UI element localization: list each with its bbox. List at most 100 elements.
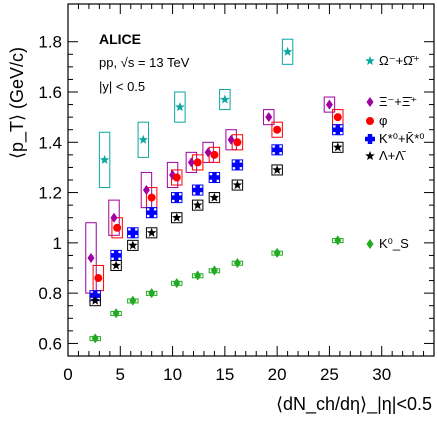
marker-series-0 [220,94,230,104]
y-tick-label: 1.2 [38,184,62,203]
marker-series-3 [209,172,220,183]
marker-series-2 [147,193,156,202]
y-tick-label: 1.6 [38,83,62,102]
marker-series-3 [111,250,122,261]
x-tick-label: 20 [268,365,287,384]
y-axis-title: ⟨p_T⟩ (GeV/c) [7,47,28,159]
marker-series-5 [112,308,120,319]
marker-series-2 [113,223,122,232]
x-axis: 0 5 10 15 20 25 30 [63,4,425,384]
sys-box-series-2 [271,121,283,138]
x-tick-label: 25 [320,365,339,384]
data-markers [87,46,343,344]
marker-series-3 [171,192,182,203]
marker-series-3 [127,227,138,238]
sys-box-series-0 [98,131,111,189]
legend: Ω⁻+Ω̄⁺ Ξ⁻+Ξ̄⁺ φ K*⁰+K̄*⁰ Λ+Λ̄ K⁰_S [365,53,424,251]
marker-series-3 [272,144,283,155]
x-axis-title: ⟨dN_ch/dη⟩_|η|<0.5 [276,394,432,415]
sys-box-series-1 [85,222,97,294]
marker-series-1 [187,157,195,168]
y-tick-label: 1.4 [38,133,62,152]
marker-series-4 [90,295,100,305]
marker-series-0 [282,46,293,56]
sys-box-series-4 [145,227,158,239]
marker-series-1 [87,252,95,263]
marker-series-2 [333,113,342,122]
x-tick-label: 0 [63,365,72,384]
marker-series-2 [94,274,103,283]
x-tick-label: 10 [163,365,182,384]
sys-box-series-3 [191,184,204,196]
legend-marker-5 [366,239,374,249]
sys-box-series-4 [271,164,283,176]
marker-series-1 [325,99,333,110]
legend-marker-0 [365,56,375,66]
marker-series-5 [210,265,218,276]
legend-label-4: Λ+Λ̄ [379,148,406,163]
legend-marker-4 [365,151,375,161]
marker-series-5 [334,235,342,246]
sys-box-series-3 [271,144,283,156]
sys-box-series-0 [137,121,150,158]
marker-series-4 [192,200,203,210]
legend-marker-1 [366,97,374,107]
x-tick-label: 15 [215,365,234,384]
marker-series-2 [172,173,181,182]
marker-series-5 [194,270,202,281]
marker-series-1 [204,147,212,158]
sys-box-series-3 [171,192,183,204]
sys-box-series-4 [332,141,344,153]
y-tick-label: 0.8 [38,284,62,303]
marker-series-5 [233,257,241,268]
marker-series-4 [146,227,157,237]
sys-box-series-1 [323,96,336,113]
y-tick-label: 1.8 [38,33,62,52]
marker-series-4 [172,212,182,222]
marker-series-2 [210,150,219,159]
sys-box-series-0 [219,88,231,111]
marker-series-4 [272,164,282,174]
marker-series-5 [91,333,99,344]
marker-series-4 [209,192,220,202]
marker-series-0 [175,102,185,112]
sys-box-series-4 [127,239,139,251]
marker-series-0 [138,134,149,144]
annotation-collision-system: pp, √s = 13 TeV [99,55,190,70]
sys-box-series-4 [208,192,221,204]
sys-box-series-3 [332,124,344,136]
marker-series-2 [233,138,242,147]
marker-series-1 [110,212,118,223]
marker-series-1 [265,112,273,123]
legend-label-2: φ [379,113,387,128]
marker-series-5 [173,278,181,289]
sys-box-series-3 [145,207,158,219]
y-tick-label: 0.6 [38,334,62,353]
legend-marker-3 [365,134,375,144]
y-axis: 0.6 0.8 1 1.2 1.4 1.6 1.8 [38,33,434,353]
sys-box-series-4 [171,212,183,224]
x-tick-label: 5 [116,365,125,384]
marker-series-3 [146,207,157,218]
marker-series-4 [111,260,121,270]
y-tick-label: 1 [53,234,62,253]
sys-box-series-4 [110,259,122,272]
marker-series-4 [128,240,138,250]
sys-box-series-4 [231,179,244,191]
marker-series-4 [333,142,343,152]
sys-box-series-0 [174,91,186,123]
x-tick-label: 30 [372,365,391,384]
marker-series-5 [129,295,137,306]
marker-series-5 [148,288,156,299]
sys-box-series-0 [281,38,294,65]
legend-label-0: Ω⁻+Ω̄⁺ [379,53,420,68]
marker-series-3 [332,124,343,135]
legend-label-3: K*⁰+K̄*⁰ [379,131,424,146]
sys-box-series-3 [208,171,221,184]
marker-series-0 [99,154,110,164]
sys-box-series-1 [263,109,275,126]
marker-series-3 [192,185,203,196]
sys-box-series-3 [231,159,244,171]
sys-box-series-3 [127,227,139,239]
